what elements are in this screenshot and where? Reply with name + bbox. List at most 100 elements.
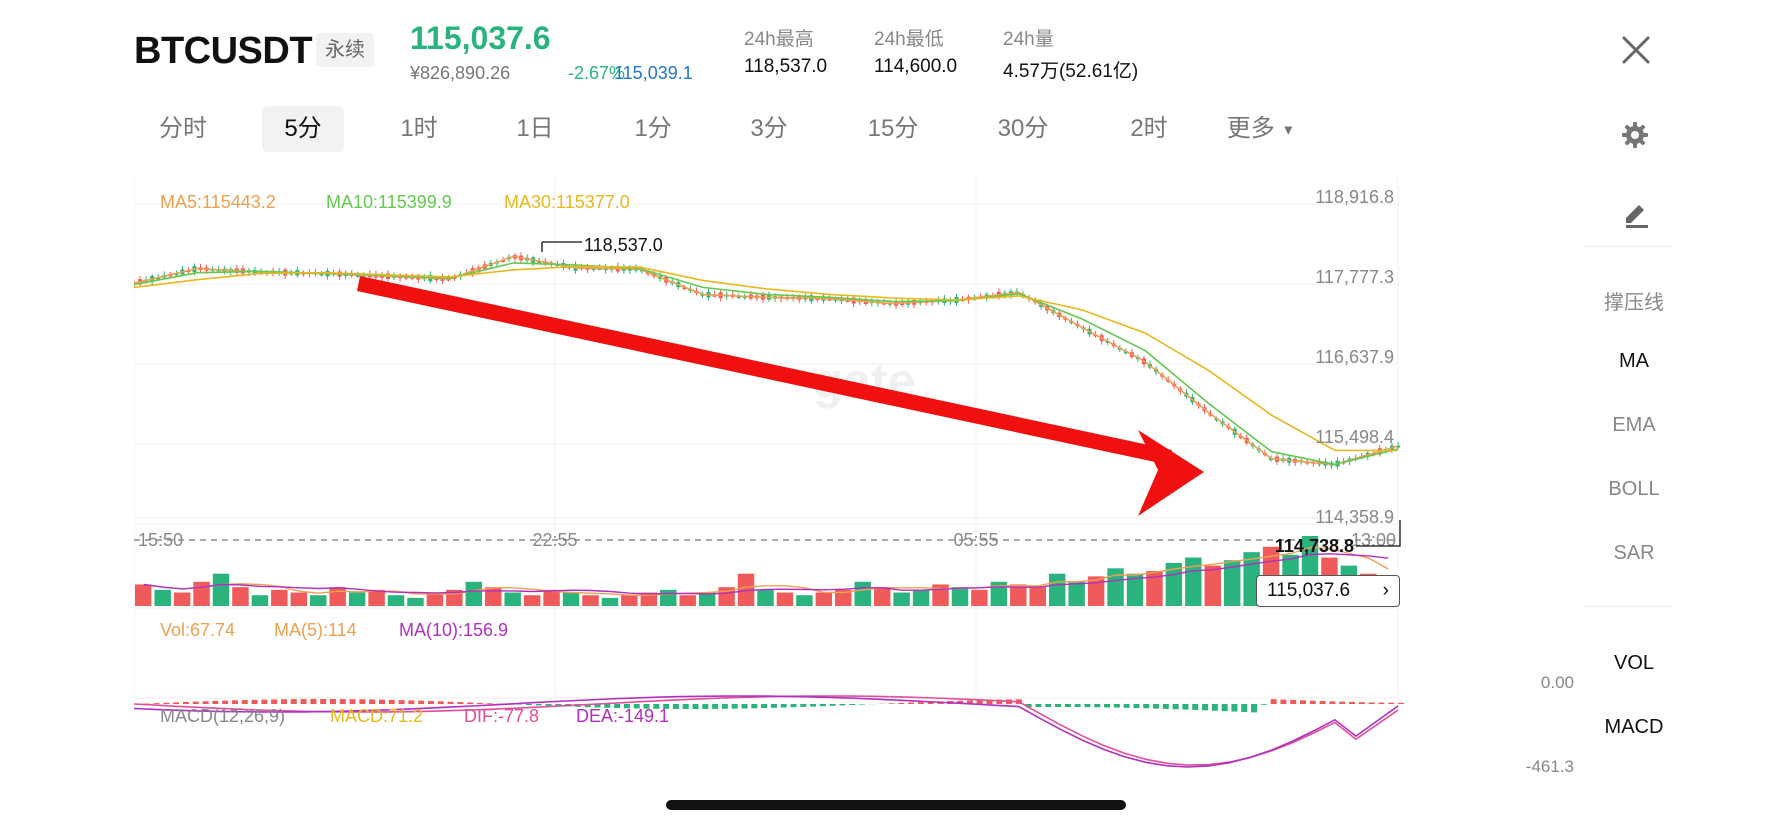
macd-histogram-bar bbox=[633, 704, 640, 709]
macd-histogram-bar bbox=[408, 700, 415, 704]
macd-histogram-bar bbox=[712, 704, 719, 709]
macd-histogram-bar bbox=[457, 702, 464, 704]
macd-histogram-bar bbox=[329, 699, 336, 704]
candle-body bbox=[827, 298, 832, 301]
macd-histogram-bar bbox=[1309, 700, 1316, 704]
volume-bar bbox=[135, 584, 152, 606]
volume-ma5-line bbox=[143, 546, 1389, 596]
macd-histogram-bar bbox=[986, 699, 993, 704]
volume-bar bbox=[854, 581, 871, 606]
tab-30min[interactable]: 30分 bbox=[997, 115, 1049, 142]
candle-body bbox=[174, 273, 179, 276]
macd-histogram-bar bbox=[849, 704, 856, 705]
macd-title: MACD(12,26,9) bbox=[160, 706, 285, 726]
tab-1min[interactable]: 1分 bbox=[634, 115, 672, 142]
sidebar-item-macd[interactable]: MACD bbox=[1604, 716, 1664, 738]
candle-body bbox=[319, 273, 324, 276]
macd-histogram-bar bbox=[476, 702, 483, 704]
macd-histogram-bar bbox=[1094, 704, 1101, 708]
macd-histogram-bar bbox=[1084, 704, 1091, 708]
macd-histogram-bar bbox=[339, 699, 346, 704]
volume-bar bbox=[485, 587, 502, 606]
pencil-icon[interactable] bbox=[1620, 198, 1652, 230]
tab-1day[interactable]: 1日 bbox=[516, 115, 554, 142]
volume-bar bbox=[737, 573, 755, 606]
volume-bar bbox=[523, 595, 541, 606]
last-price-tag[interactable]: 115,037.6 › bbox=[1256, 575, 1400, 607]
sidebar-item-support-resistance[interactable]: 撑压线 bbox=[1604, 292, 1664, 314]
macd-histogram-bar bbox=[163, 702, 170, 704]
cny-price: ¥826,890.26 bbox=[410, 63, 511, 83]
stat-volume-value: 4.57万(52.61亿) bbox=[1003, 61, 1139, 82]
volume-bar bbox=[776, 592, 794, 606]
volume-bar bbox=[310, 595, 327, 606]
symbol-title: BTCUSDT bbox=[134, 30, 313, 72]
sidebar-item-ema[interactable]: EMA bbox=[1612, 414, 1656, 436]
sidebar-divider bbox=[1582, 246, 1674, 247]
volume-bar bbox=[640, 592, 658, 606]
volume-bars bbox=[135, 536, 1396, 606]
macd-histogram-bar bbox=[614, 704, 621, 709]
macd-histogram-bar bbox=[1231, 704, 1238, 712]
macd-histogram-bar bbox=[280, 699, 287, 704]
volume-bar bbox=[562, 592, 580, 606]
macd-histogram-bar bbox=[1358, 702, 1365, 704]
volume-bar bbox=[835, 589, 852, 606]
macd-histogram-bar bbox=[702, 704, 709, 709]
volume-bar bbox=[154, 589, 171, 606]
macd-histogram-bar bbox=[643, 704, 650, 709]
macd-panel bbox=[134, 695, 1404, 768]
macd-histogram-bar bbox=[663, 704, 670, 709]
tab-more-label: 更多 bbox=[1226, 115, 1275, 142]
volume-bar bbox=[232, 587, 249, 606]
chevron-right-icon: › bbox=[1382, 580, 1389, 601]
macd-histogram-bar bbox=[1368, 702, 1375, 704]
sidebar-item-sar[interactable]: SAR bbox=[1613, 542, 1655, 564]
kline-chart[interactable]: gate 118,916.8117,777.3116,637.9115,498.… bbox=[134, 178, 1580, 778]
tab-3min[interactable]: 3分 bbox=[750, 115, 788, 142]
last-price-tag-label: 115,037.6 bbox=[1267, 580, 1351, 601]
volume-bar bbox=[679, 595, 696, 606]
macd-histogram-bar bbox=[1104, 704, 1111, 708]
volume-bar bbox=[582, 595, 599, 606]
close-icon[interactable] bbox=[1618, 32, 1654, 68]
sidebar-item-ma[interactable]: MA bbox=[1619, 350, 1649, 372]
trend-arrow bbox=[357, 276, 1204, 516]
macd-histogram-bar bbox=[859, 704, 866, 705]
volume-bar bbox=[251, 595, 269, 606]
tab-more[interactable]: 更多 ▼ bbox=[1218, 106, 1304, 152]
macd-histogram-bar bbox=[1280, 699, 1287, 704]
macd-histogram-bar bbox=[976, 700, 983, 704]
macd-histogram-bar bbox=[819, 704, 826, 707]
tab-2hour[interactable]: 2时 bbox=[1130, 115, 1168, 142]
macd-histogram-bar bbox=[173, 702, 180, 704]
sidebar-item-vol[interactable]: VOL bbox=[1613, 652, 1655, 674]
high-marker-line bbox=[541, 241, 582, 252]
macd-histogram-bar bbox=[241, 700, 248, 704]
volume-bar bbox=[971, 589, 988, 606]
tab-timeshare[interactable]: 分时 bbox=[159, 115, 207, 142]
macd-histogram-bar bbox=[486, 703, 493, 704]
macd-histogram-bar bbox=[927, 701, 934, 704]
tab-5min[interactable]: 5分 bbox=[262, 106, 344, 152]
volume-bar bbox=[1126, 573, 1144, 606]
macd-histogram-bar bbox=[1290, 699, 1297, 704]
volume-bar bbox=[368, 589, 385, 606]
stat-low-label: 24h最低 bbox=[874, 29, 944, 50]
macd-histogram-bar bbox=[290, 699, 297, 704]
tab-1hour[interactable]: 1时 bbox=[400, 115, 438, 142]
macd-histogram-bar bbox=[1064, 704, 1071, 708]
volume-bar bbox=[1029, 587, 1046, 606]
volume-ma10-line bbox=[143, 553, 1389, 595]
ma-lines bbox=[134, 255, 1399, 466]
volume-bar bbox=[912, 589, 930, 606]
macd-histogram-bar bbox=[1388, 702, 1395, 704]
sidebar-item-boll[interactable]: BOLL bbox=[1608, 478, 1660, 500]
gear-icon[interactable] bbox=[1620, 120, 1650, 150]
caret-down-icon: ▼ bbox=[1281, 121, 1296, 138]
price-axis: 118,916.8 117,777.3 116,637.9 115,498.4 114,… bbox=[1315, 187, 1394, 527]
macd-histogram-bar bbox=[917, 702, 924, 704]
volume-bar bbox=[660, 589, 677, 606]
volume-bar bbox=[387, 595, 405, 606]
tab-15min[interactable]: 15分 bbox=[867, 115, 919, 142]
